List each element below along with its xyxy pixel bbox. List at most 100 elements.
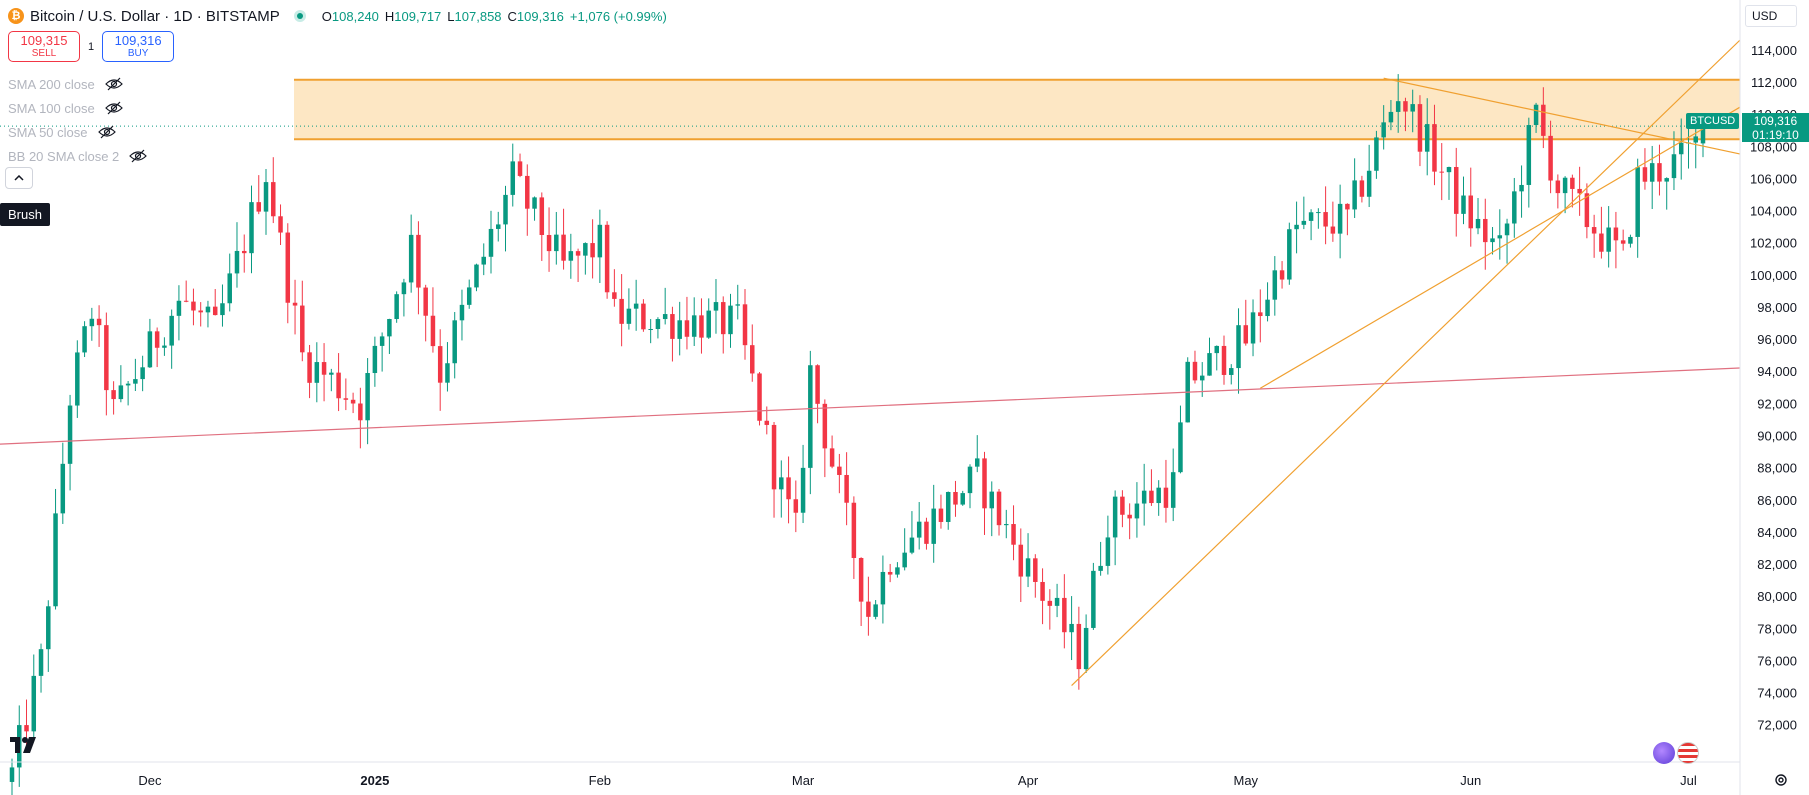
tradingview-logo-icon[interactable]: [10, 735, 42, 755]
indicator-sma-200[interactable]: SMA 200 close: [8, 72, 147, 96]
candle-body: [1555, 180, 1561, 194]
time-tick-label: Dec: [138, 773, 162, 788]
candle: [532, 196, 537, 221]
candle: [198, 302, 203, 327]
candle-body: [1229, 368, 1234, 375]
candle-body: [1192, 361, 1198, 381]
candle-body: [974, 458, 980, 467]
candle: [1141, 463, 1147, 526]
candle-body: [1628, 236, 1633, 244]
eye-off-icon[interactable]: [104, 77, 123, 91]
gear-icon[interactable]: [1773, 772, 1789, 788]
candle: [292, 279, 298, 335]
candle-body: [989, 491, 995, 509]
candle-body: [1199, 375, 1205, 381]
candle-body: [677, 320, 682, 339]
status-badges: [1653, 742, 1699, 764]
candle: [815, 364, 820, 424]
candle-body: [800, 467, 806, 513]
candle: [880, 555, 886, 624]
currency-select[interactable]: USD: [1745, 5, 1797, 27]
candle-body: [1025, 558, 1031, 577]
sell-button[interactable]: 109,315 SELL: [8, 31, 80, 62]
candle-body: [1033, 558, 1038, 582]
candle-body: [684, 320, 690, 337]
candle: [1330, 201, 1336, 242]
candle: [212, 289, 218, 316]
candle: [1054, 583, 1060, 618]
candle-body: [793, 499, 799, 513]
indicator-bb-20[interactable]: BB 20 SMA close 2: [8, 144, 148, 168]
candle: [844, 452, 849, 526]
candle-body: [1083, 627, 1089, 670]
candle-body: [1671, 154, 1677, 179]
candle-body: [249, 202, 254, 254]
indicator-sma-100[interactable]: SMA 100 close: [8, 96, 147, 120]
eye-off-icon[interactable]: [97, 125, 116, 139]
symbol-header: ₿ Bitcoin / U.S. Dollar · 1D · BITSTAMP …: [8, 6, 667, 26]
price-tick-label: 76,000: [1757, 653, 1797, 668]
candle-body: [619, 298, 624, 324]
eye-off-icon[interactable]: [129, 149, 148, 163]
candle: [481, 243, 486, 276]
candle-body: [1453, 167, 1459, 214]
trade-buttons: 109,315 SELL 1 109,316 BUY: [8, 31, 175, 62]
candle-body: [1047, 600, 1053, 606]
candle-body: [183, 300, 189, 302]
candle-body: [1635, 167, 1640, 237]
price-tick-label: 94,000: [1757, 364, 1797, 379]
candle-body: [554, 234, 559, 252]
candle-body: [1664, 178, 1669, 182]
collapse-legend-button[interactable]: [5, 167, 33, 189]
candle-body: [24, 725, 29, 732]
candle-body: [1374, 137, 1379, 171]
candle-body: [1040, 581, 1045, 601]
candle-body: [829, 448, 835, 467]
candle: [1606, 206, 1611, 268]
candle-body: [1294, 224, 1299, 230]
candle: [154, 327, 160, 368]
candle-body: [953, 491, 958, 505]
candle-body: [1591, 227, 1597, 234]
candle: [1178, 405, 1183, 474]
us-flag-icon[interactable]: [1677, 742, 1699, 764]
candle: [445, 342, 450, 392]
candle-body: [111, 390, 116, 400]
candle: [1345, 203, 1350, 236]
candle-body: [401, 282, 407, 295]
candle: [1069, 596, 1074, 661]
candle: [720, 296, 726, 354]
candle-body: [713, 302, 719, 311]
candle-body: [1504, 223, 1510, 236]
candle: [67, 394, 73, 491]
candle: [662, 287, 668, 325]
candle: [1584, 183, 1590, 239]
candle-body: [960, 493, 965, 505]
candle: [750, 324, 755, 382]
symbol-title[interactable]: Bitcoin / U.S. Dollar · 1D · BITSTAMP: [30, 7, 280, 25]
indicator-sma-50[interactable]: SMA 50 close: [8, 120, 147, 144]
candle: [757, 372, 762, 426]
candle: [1192, 350, 1198, 384]
buy-button[interactable]: 109,316 BUY: [102, 31, 175, 62]
eye-off-icon[interactable]: [104, 101, 123, 115]
price-tick-label: 90,000: [1757, 428, 1797, 443]
candle-body: [292, 302, 298, 306]
candle-body: [510, 161, 516, 195]
candle-body: [1693, 136, 1698, 143]
candle: [1207, 337, 1212, 376]
candle: [75, 340, 80, 418]
candle: [227, 253, 232, 312]
market-status-icon[interactable]: [293, 10, 306, 22]
candle-body: [866, 601, 871, 617]
candle-body: [1599, 233, 1604, 252]
candle-body: [1127, 514, 1132, 519]
time-tick-label: Feb: [589, 773, 611, 788]
candle-body: [1620, 240, 1626, 244]
price-tick-label: 106,000: [1750, 171, 1797, 186]
lightning-icon[interactable]: [1653, 742, 1675, 764]
candle: [902, 528, 907, 571]
candle-body: [1446, 167, 1452, 173]
candle-body: [452, 320, 457, 364]
